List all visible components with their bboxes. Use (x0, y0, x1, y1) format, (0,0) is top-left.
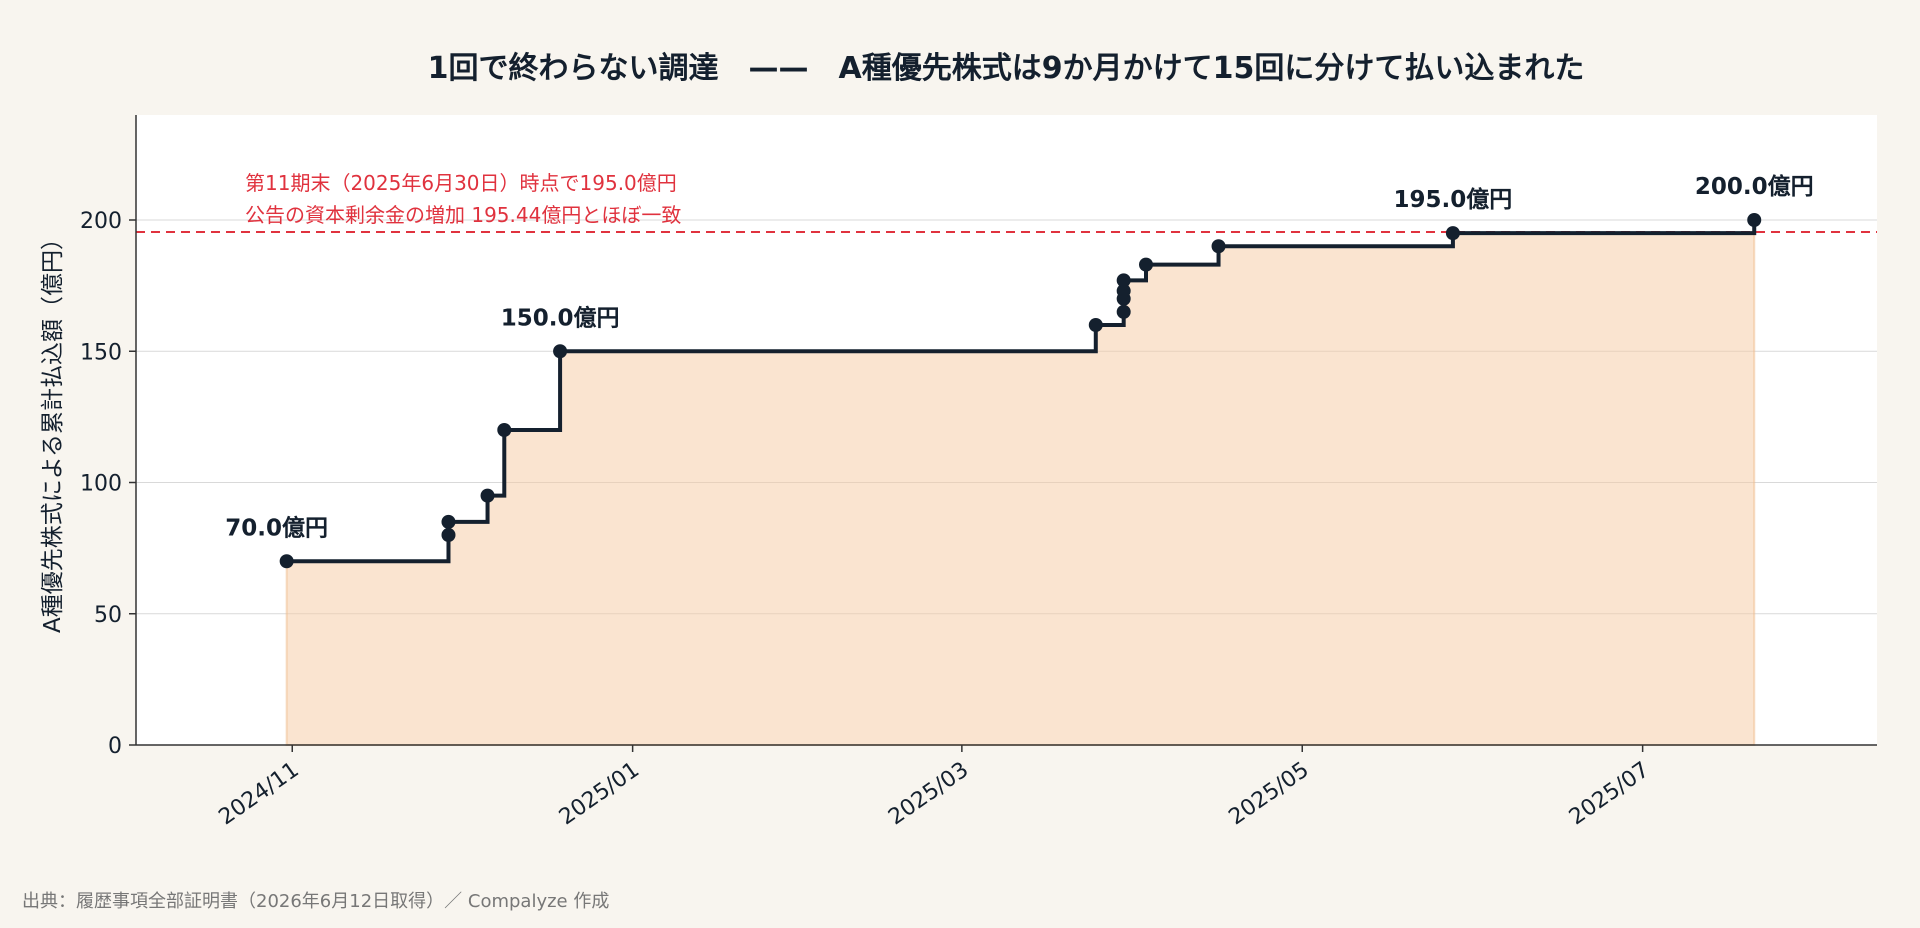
y-axis-label: A種優先株式による累計払込額（億円） (40, 227, 66, 633)
x-tick-label: 2024/11 (214, 757, 303, 830)
points-layer (279, 213, 1762, 569)
data-point (1116, 283, 1131, 298)
y-tick-label: 200 (80, 209, 122, 234)
x-tick-label: 2025/05 (1224, 757, 1313, 830)
data-point (1139, 257, 1154, 272)
data-label: 70.0億円 (225, 514, 328, 541)
x-tick-label: 2025/07 (1565, 757, 1654, 830)
y-tick-label: 50 (94, 603, 122, 628)
data-point (1445, 226, 1460, 241)
data-label: 150.0億円 (501, 304, 620, 331)
data-label: 200.0億円 (1695, 173, 1814, 200)
data-point (1116, 304, 1131, 319)
data-point (480, 488, 495, 503)
y-tick-label: 150 (80, 340, 122, 365)
x-tick-label: 2025/03 (884, 757, 973, 830)
data-point (1116, 273, 1131, 288)
data-point (441, 514, 456, 529)
data-point (1211, 239, 1226, 254)
data-label: 195.0億円 (1394, 186, 1513, 213)
y-tick-label: 100 (80, 472, 122, 497)
data-point (1747, 213, 1762, 227)
data-point (1088, 318, 1103, 332)
labels-layer: 70.0億円 150.0億円 195.0億円 200.0億円 (225, 173, 1813, 541)
reference-annotation-line-2: 公告の資本剰余金の増加 195.44億円とほぼ一致 (245, 203, 681, 227)
reference-annotation-line-1: 第11期末（2025年6月30日）時点で195.0億円 (245, 171, 677, 195)
data-point (497, 423, 512, 437)
source-note: 出典：履歴事項全部証明書（2026年6月12日取得）／ Compalyze 作成 (22, 891, 609, 912)
data-point (553, 344, 568, 359)
x-tick-label: 2025/01 (555, 757, 644, 830)
data-point (441, 528, 456, 542)
chart-title: 1回で終わらない調達 —— A種優先株式は9か月かけて15回に分けて払い込まれた (428, 51, 1585, 86)
y-tick-label: 0 (108, 734, 122, 759)
data-point (279, 554, 294, 569)
